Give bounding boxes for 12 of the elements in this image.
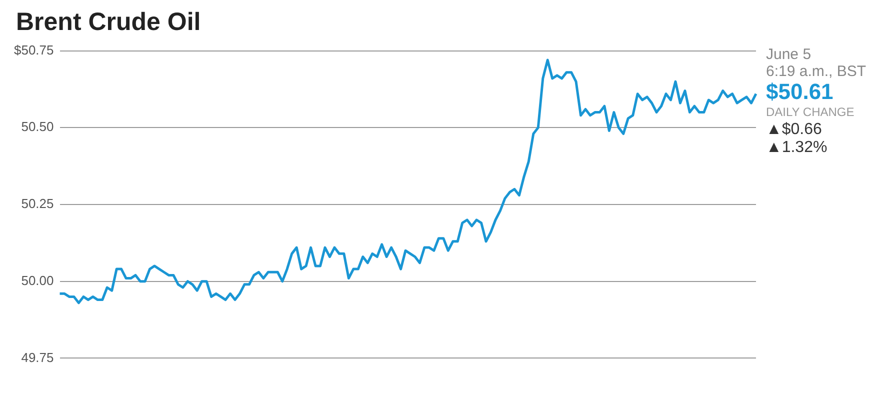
text: June 5	[766, 46, 812, 64]
y-tick-label: $50.75	[14, 42, 54, 58]
text: $50.61	[766, 79, 834, 104]
text: DAILY CHANGE	[766, 105, 856, 120]
y-tick-label: 50.25	[21, 196, 54, 212]
y-tick-label: 50.00	[21, 272, 54, 288]
text: ▲1.32%	[766, 138, 828, 157]
y-tick-label: 50.50	[21, 119, 54, 134]
text: ▲$0.66	[766, 121, 823, 139]
text: 6:19 a.m., BST	[766, 62, 866, 80]
y-tick-label: 49.75	[21, 350, 54, 365]
chart-title: Brent Crude Oil	[16, 8, 202, 37]
